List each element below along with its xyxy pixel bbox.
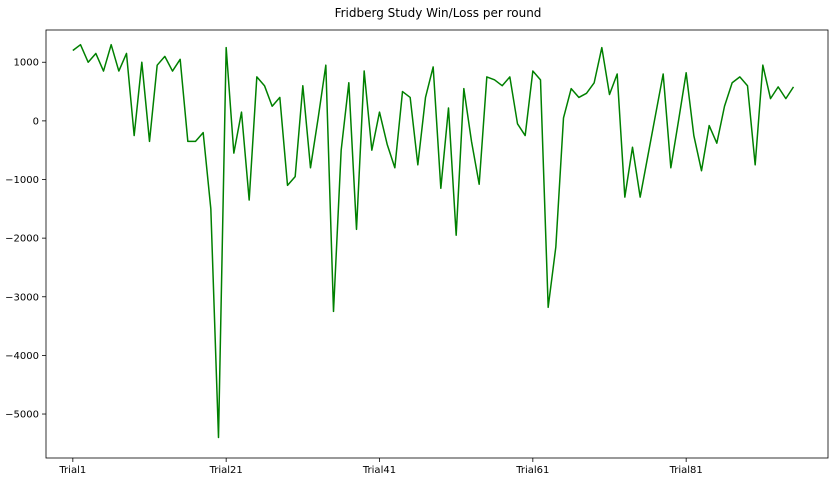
x-tick-label: Trial21 (209, 465, 243, 476)
x-tick-label: Trial81 (669, 465, 703, 476)
y-tick-label: −5000 (5, 410, 39, 421)
y-tick-label: 1000 (14, 58, 39, 69)
data-points (72, 44, 794, 438)
x-tick-label: Trial1 (58, 465, 86, 476)
x-tick-label: Trial61 (515, 465, 549, 476)
y-tick-label: 0 (33, 116, 39, 127)
x-axis: Trial1 Trial21 Trial41 Trial61 Trial81 (58, 458, 703, 476)
y-tick-label: −1000 (5, 175, 39, 186)
y-tick-label: −2000 (5, 234, 39, 245)
y-tick-label: −3000 (5, 292, 39, 303)
y-axis: 1000 0 −1000 −2000 −3000 −4000 −5000 (5, 58, 46, 421)
y-tick-label: −4000 (5, 351, 39, 362)
chart-title: Fridberg Study Win/Loss per round (335, 6, 542, 20)
x-tick-label: Trial41 (362, 465, 396, 476)
plot-area-frame (45, 29, 829, 459)
